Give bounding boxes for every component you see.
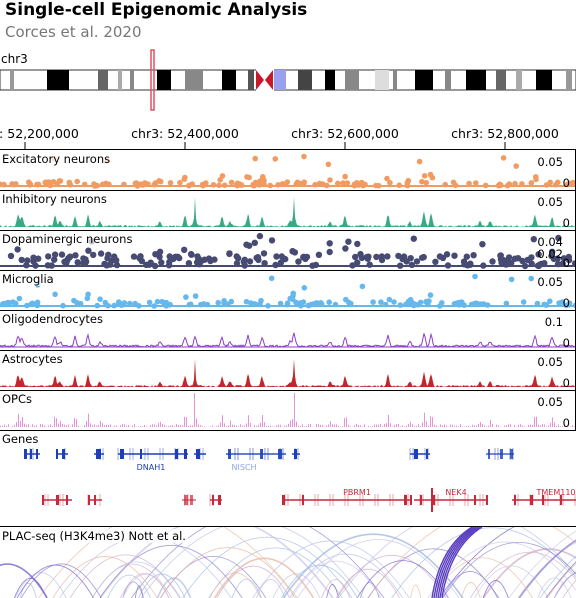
- genes-track-label: Genes: [2, 432, 41, 446]
- track-label: Dopaminergic neurons: [2, 232, 135, 246]
- track-max-tick: 0.05: [537, 155, 563, 169]
- track-zero-tick: 0: [562, 416, 570, 430]
- track-opcs[interactable]: OPCs 0.05 0: [0, 390, 576, 431]
- view-region-marker[interactable]: [150, 49, 155, 111]
- track-label: Excitatory neurons: [2, 152, 113, 166]
- chromosome-label: chr3: [1, 52, 28, 66]
- axis-tick-label: chr3: 52,400,000: [131, 126, 239, 141]
- track-plot: [0, 359, 576, 387]
- track-plot: [0, 197, 576, 227]
- ideogram-bands: [10, 69, 572, 91]
- track-oligodendrocytes[interactable]: Oligodendrocytes 0.1 0: [0, 310, 576, 351]
- axis-tick-label: chr3: 52,800,000: [451, 126, 559, 141]
- track-zero-tick: 0: [562, 376, 570, 390]
- track-mid-tick: 0.02: [537, 247, 563, 261]
- track-plot: [0, 232, 576, 270]
- track-max-tick: 0.05: [537, 275, 563, 289]
- track-astrocytes[interactable]: Astrocytes 0.05 0: [0, 350, 576, 391]
- track-label: OPCs: [2, 392, 35, 406]
- track-zero-tick: 0: [562, 336, 570, 350]
- track-zero-tick: 0: [562, 176, 570, 190]
- page-subtitle: Corces et al. 2020: [5, 23, 142, 41]
- track-excitatory-neurons[interactable]: Excitatory neurons 0.05 0: [0, 150, 576, 191]
- track-zero-tick: 0: [562, 256, 570, 270]
- track-inhibitory-neurons[interactable]: Inhibitory neurons 0.05 0: [0, 190, 576, 231]
- track-max-tick: 0.04: [537, 235, 563, 249]
- track-zero-tick: 0: [562, 296, 570, 310]
- track-label: Inhibitory neurons: [2, 192, 109, 206]
- track-zero-tick: 0: [562, 216, 570, 230]
- plac-seq-track-label: PLAC-seq (H3K4me3) Nott et al.: [2, 529, 188, 543]
- track-plot: [0, 273, 576, 309]
- axis-tick-label: chr3: 52,200,000: [0, 126, 79, 141]
- track-label: Oligodendrocytes: [2, 312, 105, 326]
- track-microglia[interactable]: Microglia 0.05 0: [0, 270, 576, 311]
- track-label: Microglia: [2, 272, 56, 286]
- track-max-tick: 0.05: [537, 355, 563, 369]
- genomic-axis: chr3: 52,200,000 chr3: 52,400,000 chr3: …: [0, 126, 576, 150]
- track-label: Astrocytes: [2, 352, 65, 366]
- track-plot: [0, 332, 576, 348]
- genes-plot: [24, 448, 576, 512]
- genes-track[interactable]: Genes DNAH1 NISCH PBRM1 NEK4 TMEM110: [0, 430, 576, 527]
- chromosome-ideogram[interactable]: [0, 48, 576, 112]
- track-dopaminergic-neurons[interactable]: Dopaminergic neurons 0.04 0.02 0: [0, 230, 576, 271]
- plac-seq-arcs: [0, 527, 576, 598]
- track-max-tick: 0.05: [537, 395, 563, 409]
- page-title: Single-cell Epigenomic Analysis: [5, 0, 308, 20]
- track-plot: [0, 153, 576, 189]
- plac-seq-track[interactable]: PLAC-seq (H3K4me3) Nott et al.: [0, 527, 576, 598]
- track-plot: [0, 393, 575, 427]
- axis-tick-label: chr3: 52,600,000: [291, 126, 399, 141]
- track-max-tick: 0.05: [537, 195, 563, 209]
- track-max-tick: 0.1: [544, 315, 563, 329]
- ideogram-body: [0, 69, 576, 91]
